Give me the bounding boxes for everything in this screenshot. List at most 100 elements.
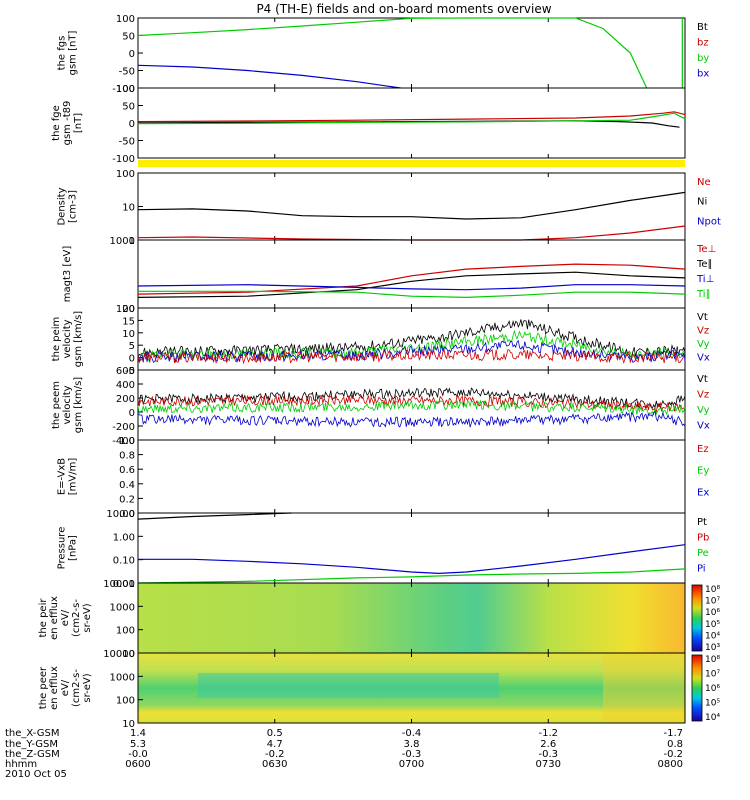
y-axis-label: the peer [38,666,49,709]
y-tick-label: 10 [122,203,135,214]
series-line [137,339,686,364]
y-axis-label: (cm2-s- [71,599,82,637]
series-line [137,410,686,428]
y-tick-label: 0 [129,354,135,365]
y-tick-label: 5 [129,341,135,352]
legend-entry: Ni [697,197,707,208]
spectrogram-core [198,673,499,698]
y-axis-label: gsm [km/s] [73,311,84,367]
y-tick-label: 0 [129,408,135,419]
y-tick-label: 50 [122,32,135,43]
ephemeris-value: 0630 [262,759,287,770]
colorbar-tick-label: 10⁷ [705,670,720,680]
ephemeris-value: 5.3 [130,739,146,750]
ephemeris-value: 2.6 [540,739,556,750]
y-axis-label: Pressure [57,527,68,570]
y-tick-label: -50 [119,137,135,148]
series-line [137,512,292,520]
legend-entry: Vx [697,353,710,364]
legend-entry: Vz [697,326,709,337]
y-tick-label: 10 [122,719,135,730]
y-tick-label: 1.0 [119,436,135,447]
y-axis-label: eV/ [60,609,71,626]
y-tick-label: 1000 [110,236,135,247]
figure-title: P4 (TH-E) fields and on-board moments ov… [256,2,551,16]
colorbar-tick-label: 10⁴ [705,713,720,723]
panel-frame [137,172,686,241]
y-tick-label: -50 [119,67,135,78]
legend-entry: Pt [697,517,707,528]
ephemeris-value: 0.5 [267,728,283,739]
y-axis-label: velocity [62,385,73,424]
legend-entry: by [697,53,709,64]
status-bar [138,160,685,167]
spectrogram-edge [602,653,685,723]
ephemeris-value: 0.8 [667,739,683,750]
series-line [138,544,686,575]
y-tick-label: 100 [116,696,135,707]
y-tick-label: 0.8 [119,451,135,462]
colorbar-tick-label: 10⁴ [705,631,720,641]
y-axis-label: gsm -t89 [62,101,73,146]
y-tick-label: 1 [129,236,135,247]
legend-entry: Te∥ [696,259,713,270]
legend-entry: Ey [697,466,709,477]
ephemeris-value: 4.7 [267,739,283,750]
ephemeris-value: -1.2 [538,728,558,739]
ephemeris-row-label: the_X-GSM [5,728,59,739]
colorbar-tick-label: 10⁸ [705,655,720,665]
y-tick-label: 15 [122,316,135,327]
colorbar [691,584,703,652]
y-tick-label: 1000 [110,602,135,613]
panel-frame [137,369,686,441]
series-line [137,271,686,298]
y-tick-label: -100 [112,154,135,165]
series-line [137,111,686,123]
y-tick-label: 0.10 [113,556,135,567]
y-axis-label: en efflux [49,596,60,640]
y-tick-label: 0.4 [119,480,135,491]
y-tick-label: 50 [122,102,135,113]
series-line [137,399,686,417]
colorbar-tick-label: 10³ [705,643,720,653]
y-axis-label: gsm [km/s] [73,377,84,433]
series-line [137,284,686,291]
ephemeris-value: 3.8 [404,739,420,750]
y-axis-label: E=-VxB [57,458,68,495]
legend-entry: Ne [697,177,711,188]
legend-entry: Ti⊥ [696,274,714,285]
y-tick-label: 20 [122,304,135,315]
ephemeris-value: -1.7 [663,728,683,739]
ephemeris-value: 0600 [125,759,150,770]
series-line [137,17,648,89]
legend-entry: Vz [697,390,709,401]
legend-entry: Pi [697,564,706,575]
legend-entry: Vy [697,405,710,416]
ephemeris-value: -0.4 [402,728,422,739]
y-tick-label: 0.01 [113,579,135,590]
y-axis-label: en efflux [49,666,60,710]
spectrogram [138,583,685,653]
ephemeris-value: -0.0 [128,749,148,760]
colorbar-tick-label: 10⁵ [705,620,720,630]
y-axis-label: the peir [38,598,49,638]
y-axis-label: the peim [51,317,62,362]
ephemeris-value: 0800 [658,759,683,770]
series-line [137,394,686,413]
legend-entry: Ti∥ [696,289,711,300]
series-line [137,191,686,220]
legend-entry: Npot [697,216,721,227]
ephemeris-value: 1.4 [130,728,146,739]
y-axis-label: Density [57,187,68,225]
y-axis-label: [mV/m] [68,458,79,496]
y-tick-label: 0.6 [119,465,135,476]
series-line [137,348,686,365]
colorbar-tick-label: 10⁷ [705,597,720,607]
y-axis-label: magt3 [eV] [62,246,73,303]
y-tick-label: -100 [112,84,135,95]
y-axis-label: eV/ [60,679,71,696]
y-axis-label: the fgs [57,36,68,71]
colorbar-tick-label: 10⁸ [705,585,720,595]
y-tick-label: 10000 [103,649,135,660]
legend-entry: Ez [697,444,709,455]
